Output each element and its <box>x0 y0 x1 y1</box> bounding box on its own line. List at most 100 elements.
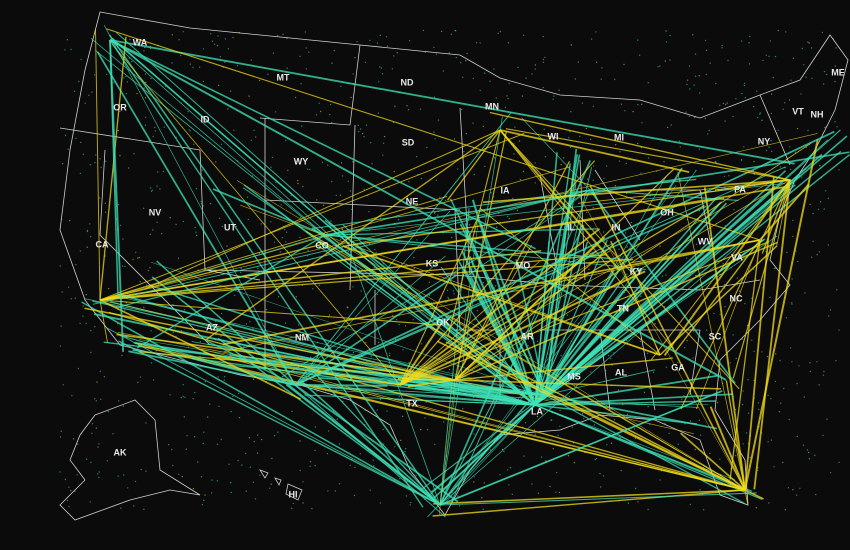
flow-dot <box>250 139 252 141</box>
flow-line <box>544 252 746 396</box>
flow-dot <box>473 481 475 483</box>
flow-dot <box>637 104 639 106</box>
flow-dot <box>182 31 184 33</box>
flow-dot <box>757 116 759 119</box>
flow-dot <box>669 34 671 37</box>
flow-dot <box>705 73 707 76</box>
flow-line <box>499 129 620 271</box>
flow-dot <box>404 450 406 453</box>
flow-dot <box>634 428 636 430</box>
flow-dot <box>144 124 147 126</box>
flow-dot <box>770 112 773 115</box>
flow-dot <box>455 30 457 32</box>
flow-dot <box>227 108 229 110</box>
flow-dot <box>61 291 63 293</box>
flow-dot <box>476 310 479 312</box>
flow-dot <box>585 127 587 130</box>
flow-dot <box>626 273 628 276</box>
flow-dot <box>494 285 497 287</box>
flow-dot <box>766 355 769 358</box>
flow-line <box>99 299 694 434</box>
flow-dot <box>748 42 750 44</box>
flow-dot <box>137 257 139 259</box>
flow-dot <box>487 227 489 229</box>
flow-line <box>515 259 546 396</box>
flow-dot <box>90 236 92 238</box>
flow-dot <box>511 493 513 495</box>
flow-dot <box>475 42 478 44</box>
flow-dot <box>749 456 751 459</box>
flow-dot <box>567 455 570 457</box>
flow-dot <box>354 466 356 469</box>
flow-dot <box>524 422 527 424</box>
flow-line <box>116 333 456 381</box>
flow-dot <box>279 251 281 253</box>
flow-dot <box>140 468 142 471</box>
flow-dot <box>503 450 505 453</box>
flow-dot <box>64 49 66 51</box>
flow-dot <box>481 497 483 499</box>
flow-dot <box>154 130 156 132</box>
hawaii <box>259 469 303 501</box>
flow-dot <box>376 409 378 411</box>
flow-dot <box>635 487 637 490</box>
flow-dot <box>818 384 820 386</box>
flow-dot <box>812 240 814 242</box>
state-label: WV <box>698 236 713 246</box>
flow-dot <box>563 157 565 159</box>
flow-dot <box>327 164 329 166</box>
flow-dot <box>743 146 745 148</box>
flow-line <box>294 166 786 386</box>
flow-dot <box>385 36 388 38</box>
flow-dot <box>314 465 316 467</box>
flow-dot <box>270 483 272 485</box>
flow-dot <box>245 323 248 325</box>
flow-dot <box>95 154 97 156</box>
flow-dot <box>721 44 723 47</box>
flow-line <box>761 179 791 254</box>
flow-line <box>534 400 716 406</box>
flow-line <box>294 255 446 386</box>
flow-dot <box>352 161 354 163</box>
flow-dot <box>329 113 331 116</box>
flow-line <box>92 189 591 305</box>
flow-dot <box>727 350 730 352</box>
flow-dot <box>99 370 102 372</box>
flow-dot <box>106 73 108 76</box>
flow-dot <box>791 302 793 304</box>
flow-dot <box>373 266 376 269</box>
flow-line <box>294 274 458 386</box>
flow-dot <box>388 355 391 357</box>
flow-dot <box>482 508 484 510</box>
flow-dot <box>143 508 145 510</box>
flow-dot <box>785 31 787 33</box>
flow-dot <box>733 209 735 211</box>
flow-dot <box>220 143 223 145</box>
flow-dot <box>534 162 536 164</box>
flow-dot <box>470 249 472 251</box>
flow-dot <box>826 73 828 76</box>
flow-dot <box>152 379 155 381</box>
flow-dot <box>620 103 623 105</box>
flow-dot <box>722 262 724 265</box>
flow-line <box>489 111 791 181</box>
flow-dot <box>455 56 458 59</box>
flow-dot <box>252 327 254 330</box>
flow-dot <box>725 103 727 106</box>
flow-dot <box>426 428 429 431</box>
flow-dot <box>681 398 683 400</box>
flow-dot <box>457 168 459 170</box>
flow-dot <box>60 430 62 432</box>
flow-dot <box>771 150 773 153</box>
flow-dot <box>695 274 697 277</box>
flow-dot <box>744 303 746 305</box>
flow-dot <box>816 361 818 363</box>
flow-dot <box>98 471 100 473</box>
flow-dot <box>260 223 262 225</box>
flow-line <box>111 43 401 386</box>
flow-dot <box>270 221 272 223</box>
flow-dot <box>721 47 723 49</box>
flow-dot <box>741 92 743 95</box>
flow-line <box>447 129 501 336</box>
